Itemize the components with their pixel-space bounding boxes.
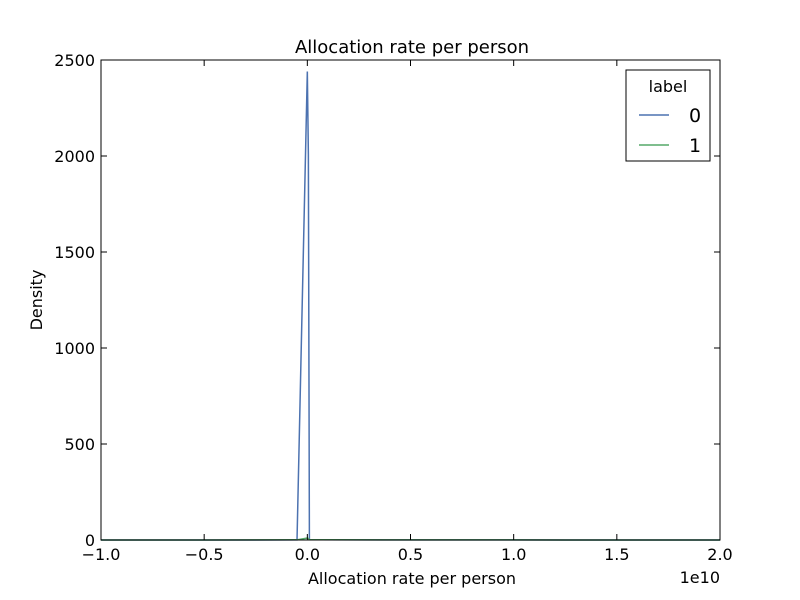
y-tick-label: 1500: [54, 243, 95, 262]
legend-label: 0: [689, 105, 701, 127]
y-tick-label: 2000: [54, 147, 95, 166]
chart-title: Allocation rate per person: [295, 37, 529, 58]
legend: label 01: [625, 69, 711, 162]
y-tick-label: 2500: [54, 51, 95, 70]
legend-title: label: [649, 77, 688, 96]
x-tick-label: 0.5: [398, 545, 423, 564]
x-axis-offset-label: 1e10: [680, 568, 720, 587]
x-tick-label: 1.5: [604, 545, 629, 564]
legend-entries: 01: [639, 105, 701, 157]
x-tick-label: 1.0: [501, 545, 526, 564]
y-axis: 0 500 1000 1500 2000 2500: [54, 51, 720, 550]
x-axis-label: Allocation rate per person: [308, 569, 516, 588]
y-tick-label: 0: [85, 531, 95, 550]
x-tick-label: −0.5: [185, 545, 224, 564]
x-axis: −1.0 −0.5 0.0 0.5 1.0 1.5 2.0: [82, 60, 733, 564]
y-tick-label: 500: [64, 435, 95, 454]
legend-label: 1: [689, 135, 701, 157]
x-tick-label: 2.0: [707, 545, 732, 564]
x-tick-label: 0.0: [295, 545, 320, 564]
y-axis-label: Density: [27, 270, 46, 331]
x-tick-label: −1.0: [82, 545, 121, 564]
y-tick-label: 1000: [54, 339, 95, 358]
